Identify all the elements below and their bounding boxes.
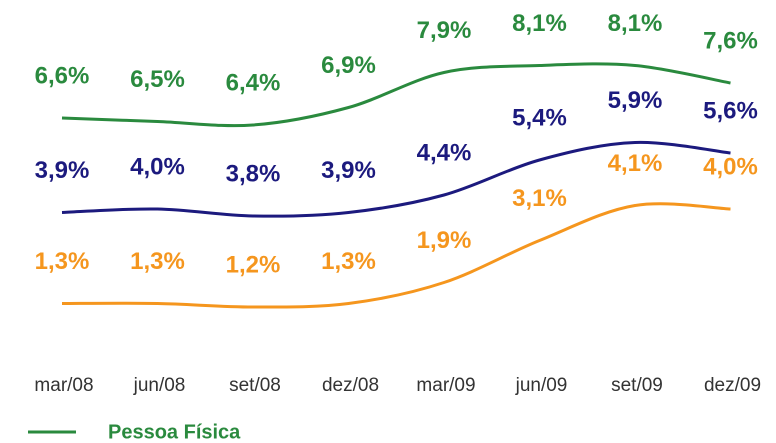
data-label: 4,4% bbox=[417, 139, 472, 166]
data-label: 5,6% bbox=[703, 97, 758, 124]
data-label: 6,5% bbox=[130, 66, 185, 93]
x-tick-label: dez/08 bbox=[322, 375, 379, 396]
legend-label: Pessoa Física bbox=[108, 421, 241, 443]
data-label: 3,9% bbox=[321, 157, 376, 184]
x-tick-label: set/09 bbox=[611, 375, 663, 396]
data-label: 5,4% bbox=[512, 104, 567, 131]
x-tick-label: mar/09 bbox=[416, 375, 475, 396]
data-label: 6,6% bbox=[35, 62, 90, 89]
data-label: 7,9% bbox=[417, 17, 472, 44]
x-tick-label: set/08 bbox=[229, 375, 281, 396]
data-label: 8,1% bbox=[608, 10, 663, 37]
data-label: 4,0% bbox=[703, 153, 758, 180]
data-label: 1,3% bbox=[130, 248, 185, 275]
data-label: 8,1% bbox=[512, 10, 567, 37]
data-label: 4,0% bbox=[130, 153, 185, 180]
series-line bbox=[61, 140, 731, 218]
x-tick-label: jun/09 bbox=[515, 375, 568, 396]
data-label: 1,3% bbox=[321, 248, 376, 275]
data-label: 6,9% bbox=[321, 52, 376, 79]
data-label: 3,9% bbox=[35, 157, 90, 184]
data-label: 7,6% bbox=[703, 27, 758, 54]
x-tick-label: mar/08 bbox=[34, 375, 93, 396]
data-label: 1,2% bbox=[226, 251, 281, 278]
x-tick-label: jun/08 bbox=[133, 375, 186, 396]
data-label: 3,8% bbox=[226, 160, 281, 187]
series-line bbox=[61, 62, 731, 128]
data-label: 1,9% bbox=[417, 227, 472, 254]
series-line bbox=[61, 202, 731, 309]
data-label: 4,1% bbox=[608, 150, 663, 177]
data-label: 5,9% bbox=[608, 87, 663, 114]
data-label: 3,1% bbox=[512, 185, 567, 212]
data-label: 1,3% bbox=[35, 248, 90, 275]
data-label: 6,4% bbox=[226, 69, 281, 96]
x-tick-label: dez/09 bbox=[704, 375, 761, 396]
